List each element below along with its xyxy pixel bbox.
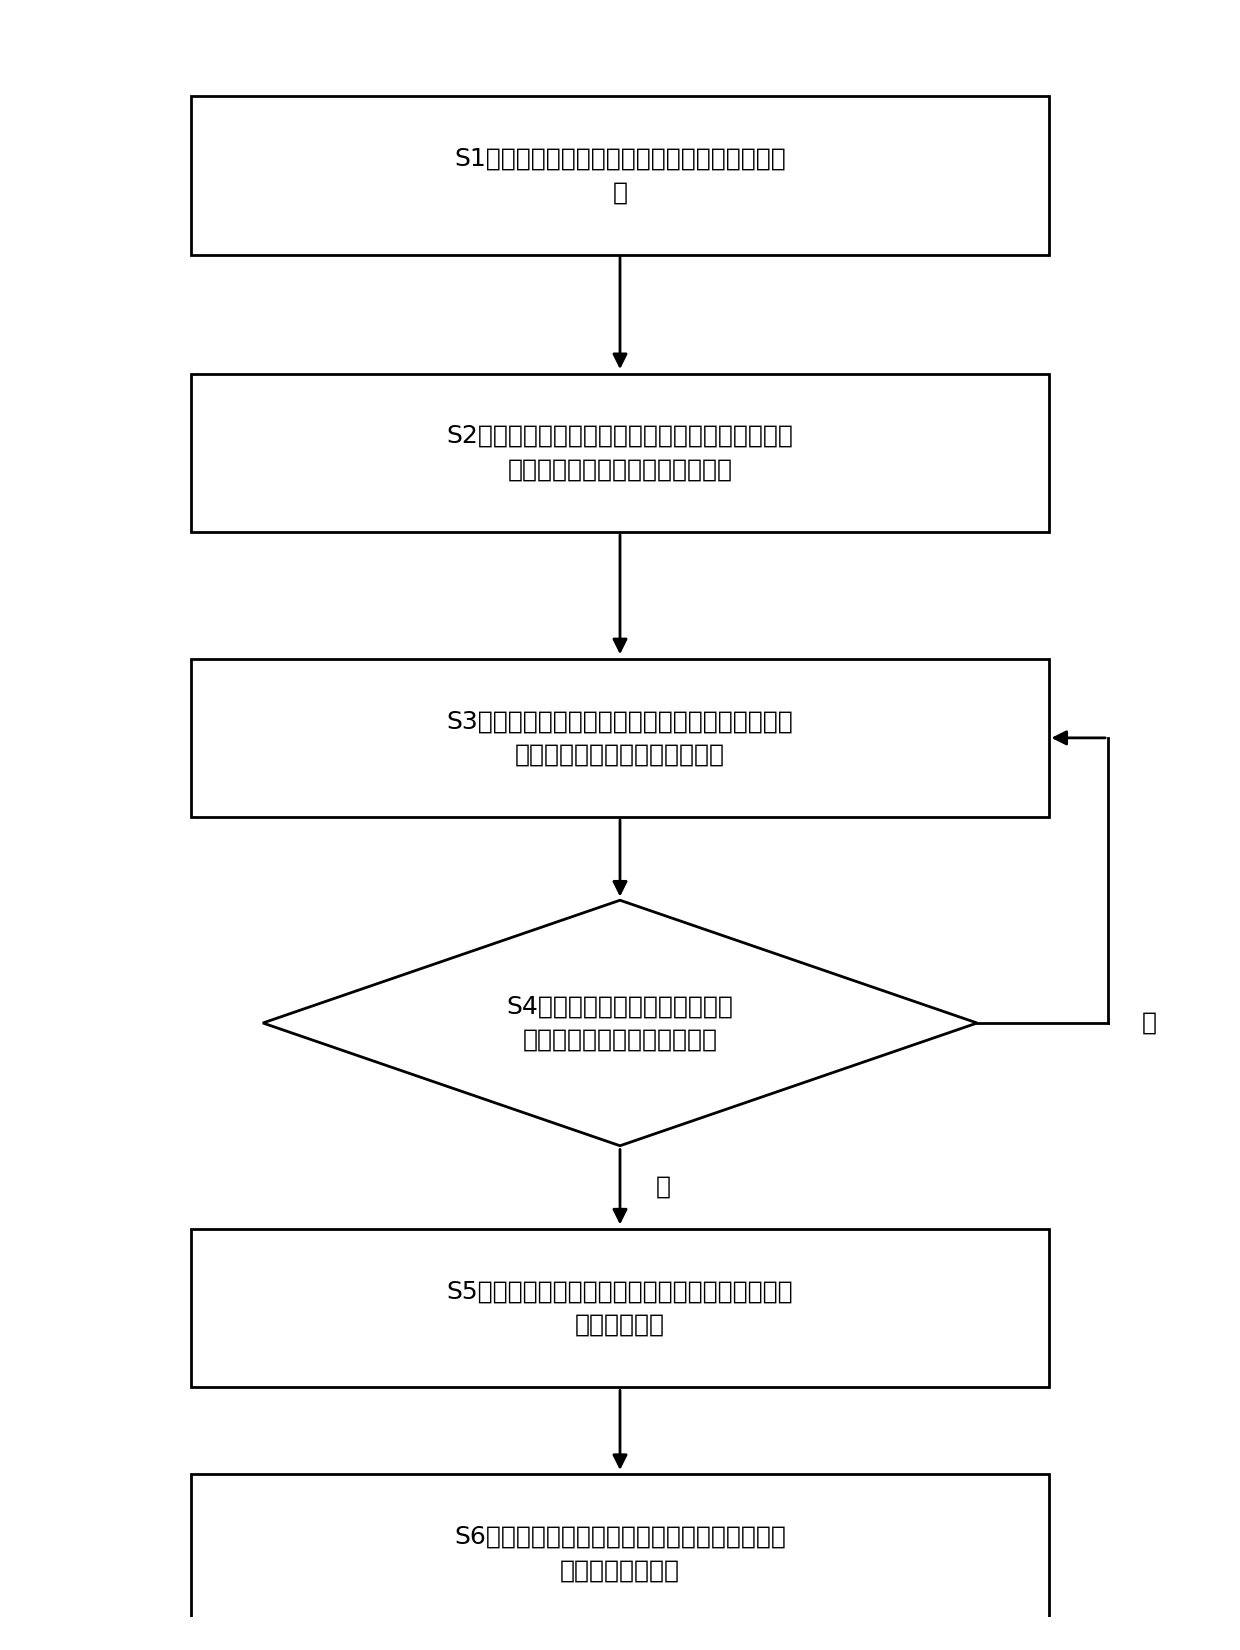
Bar bbox=[191, 658, 1049, 817]
Text: S3：设置修正系数，由最大允许充电电流乘以修正
系数获得最大允许修正充电电流: S3：设置修正系数，由最大允许充电电流乘以修正 系数获得最大允许修正充电电流 bbox=[446, 710, 794, 767]
Text: S1：将高压附件实际使用功率相加获得附件功率
值: S1：将高压附件实际使用功率相加获得附件功率 值 bbox=[454, 147, 786, 205]
Text: 否: 否 bbox=[656, 1175, 671, 1200]
Polygon shape bbox=[263, 901, 977, 1145]
Bar bbox=[191, 373, 1049, 531]
Text: S5：获取过充功率调节值，结合附件功率值得到附
件功率调节值: S5：获取过充功率调节值，结合附件功率值得到附 件功率调节值 bbox=[446, 1279, 794, 1336]
Text: 是: 是 bbox=[1142, 1011, 1157, 1035]
Bar bbox=[191, 96, 1049, 254]
Bar bbox=[191, 1229, 1049, 1388]
Text: S2：监控电池状态，根据电池状态计算电池的最大
允许充电电流和电池充电需求功率: S2：监控电池状态，根据电池状态计算电池的最大 允许充电电流和电池充电需求功率 bbox=[446, 424, 794, 482]
Bar bbox=[191, 1475, 1049, 1634]
Text: S4：判断最大允许修正充电电流
是否不小于电池实际充电电流: S4：判断最大允许修正充电电流 是否不小于电池实际充电电流 bbox=[507, 995, 733, 1051]
Text: S6：结合电池充电需求功率生成充电桩输出给整
车的实时充电功率: S6：结合电池充电需求功率生成充电桩输出给整 车的实时充电功率 bbox=[454, 1525, 786, 1582]
